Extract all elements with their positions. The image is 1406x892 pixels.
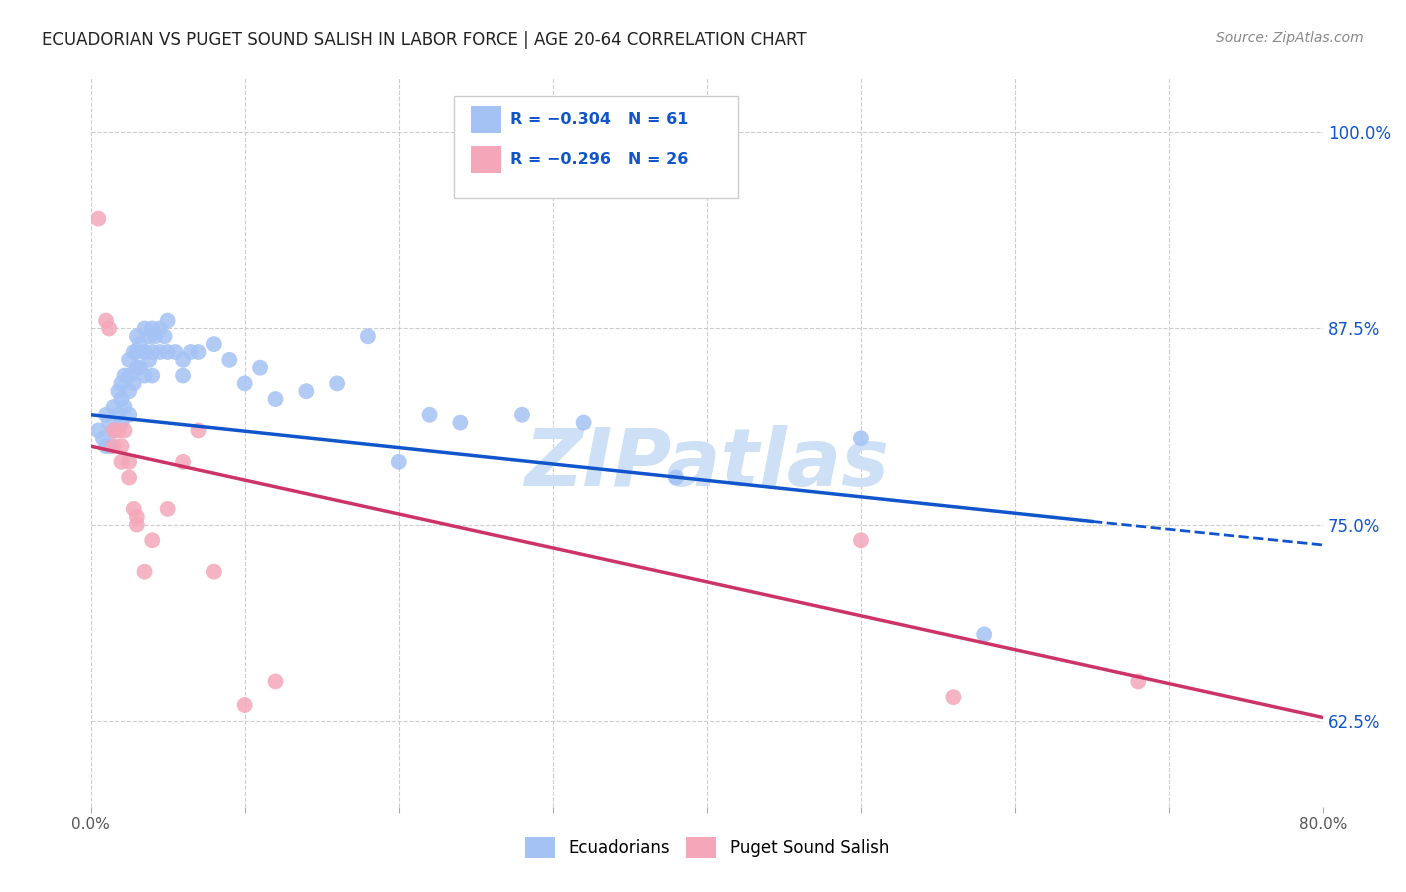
Point xyxy=(156,313,179,327)
Point xyxy=(118,455,141,469)
Point xyxy=(141,345,163,359)
Point xyxy=(849,431,872,445)
Point xyxy=(122,376,145,391)
Point xyxy=(98,416,121,430)
Text: Source: ZipAtlas.com: Source: ZipAtlas.com xyxy=(1216,31,1364,45)
Point xyxy=(134,321,156,335)
Point xyxy=(122,345,145,359)
Point xyxy=(87,424,110,438)
Point xyxy=(138,329,160,343)
Point xyxy=(110,455,132,469)
Point xyxy=(118,408,141,422)
Point xyxy=(141,533,163,548)
Point xyxy=(202,337,225,351)
Point xyxy=(122,502,145,516)
Legend: Ecuadorians, Puget Sound Salish: Ecuadorians, Puget Sound Salish xyxy=(517,830,896,864)
Point xyxy=(103,400,125,414)
Point xyxy=(143,329,166,343)
Point xyxy=(388,455,411,469)
Point xyxy=(233,698,256,712)
Point xyxy=(107,408,129,422)
Point xyxy=(973,627,995,641)
Point xyxy=(264,392,287,406)
Point xyxy=(110,376,132,391)
Point xyxy=(134,565,156,579)
Point xyxy=(572,416,595,430)
Point xyxy=(849,533,872,548)
Point xyxy=(125,345,148,359)
Point xyxy=(118,470,141,484)
FancyBboxPatch shape xyxy=(471,146,501,173)
Point xyxy=(100,439,122,453)
Point xyxy=(149,345,172,359)
Point xyxy=(107,424,129,438)
Point xyxy=(98,321,121,335)
Point xyxy=(419,408,441,422)
Point xyxy=(249,360,271,375)
Point xyxy=(172,352,194,367)
Point xyxy=(118,368,141,383)
Text: ZIPatlas: ZIPatlas xyxy=(524,425,890,503)
Point xyxy=(172,455,194,469)
Text: R = −0.304   N = 61: R = −0.304 N = 61 xyxy=(509,112,688,128)
Point xyxy=(107,384,129,399)
Point xyxy=(264,674,287,689)
Point xyxy=(141,321,163,335)
FancyBboxPatch shape xyxy=(471,106,501,133)
Point xyxy=(138,352,160,367)
Point xyxy=(134,368,156,383)
Point xyxy=(91,431,114,445)
Point xyxy=(218,352,240,367)
Point xyxy=(295,384,318,399)
Point xyxy=(1128,674,1150,689)
Point xyxy=(665,470,688,484)
Point xyxy=(202,565,225,579)
Point xyxy=(141,368,163,383)
Point xyxy=(125,329,148,343)
Point xyxy=(118,384,141,399)
Point xyxy=(110,439,132,453)
Point xyxy=(156,345,179,359)
FancyBboxPatch shape xyxy=(454,95,738,198)
Point xyxy=(125,360,148,375)
Point xyxy=(94,313,117,327)
Point xyxy=(103,439,125,453)
Point xyxy=(449,416,471,430)
Point xyxy=(180,345,202,359)
Point xyxy=(110,416,132,430)
Point xyxy=(114,368,136,383)
Point xyxy=(187,345,209,359)
Point xyxy=(233,376,256,391)
Point xyxy=(357,329,380,343)
Point xyxy=(149,321,172,335)
Text: R = −0.296   N = 26: R = −0.296 N = 26 xyxy=(509,153,688,168)
Point xyxy=(153,329,176,343)
Point xyxy=(156,502,179,516)
Point xyxy=(114,424,136,438)
Point xyxy=(110,392,132,406)
Point xyxy=(172,368,194,383)
Point xyxy=(134,345,156,359)
Point xyxy=(94,439,117,453)
Point xyxy=(114,400,136,414)
Point xyxy=(103,424,125,438)
Point xyxy=(129,337,152,351)
Point xyxy=(94,408,117,422)
Point xyxy=(103,424,125,438)
Point xyxy=(942,690,965,705)
Point xyxy=(187,424,209,438)
Point xyxy=(87,211,110,226)
Point xyxy=(510,408,533,422)
Point xyxy=(165,345,187,359)
Point xyxy=(125,517,148,532)
Text: ECUADORIAN VS PUGET SOUND SALISH IN LABOR FORCE | AGE 20-64 CORRELATION CHART: ECUADORIAN VS PUGET SOUND SALISH IN LABO… xyxy=(42,31,807,49)
Point xyxy=(118,352,141,367)
Point xyxy=(326,376,349,391)
Point xyxy=(311,847,333,861)
Point xyxy=(125,509,148,524)
Point xyxy=(129,360,152,375)
